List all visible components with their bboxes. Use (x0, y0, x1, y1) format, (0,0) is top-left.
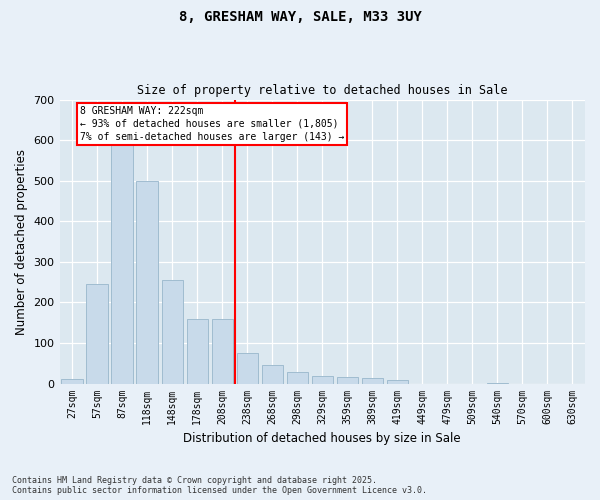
Text: 8 GRESHAM WAY: 222sqm
← 93% of detached houses are smaller (1,805)
7% of semi-de: 8 GRESHAM WAY: 222sqm ← 93% of detached … (80, 106, 344, 142)
Bar (61, 380, 83, 384)
Bar (86, 284, 108, 384)
Bar (387, 380, 408, 384)
Text: 8, GRESHAM WAY, SALE, M33 3UY: 8, GRESHAM WAY, SALE, M33 3UY (179, 10, 421, 24)
Bar (187, 318, 208, 384)
Title: Size of property relative to detached houses in Sale: Size of property relative to detached ho… (137, 84, 508, 97)
Text: Contains HM Land Registry data © Crown copyright and database right 2025.
Contai: Contains HM Land Registry data © Crown c… (12, 476, 427, 495)
Bar (311, 376, 333, 384)
Y-axis label: Number of detached properties: Number of detached properties (15, 148, 28, 334)
Bar (212, 318, 233, 384)
Bar (362, 378, 383, 384)
X-axis label: Distribution of detached houses by size in Sale: Distribution of detached houses by size … (184, 432, 461, 445)
Bar (161, 280, 183, 384)
Bar (487, 382, 508, 384)
Bar (262, 366, 283, 384)
Bar (136, 180, 158, 384)
Bar (236, 353, 258, 384)
Bar (337, 378, 358, 384)
Bar (287, 372, 308, 384)
Bar (112, 144, 133, 384)
